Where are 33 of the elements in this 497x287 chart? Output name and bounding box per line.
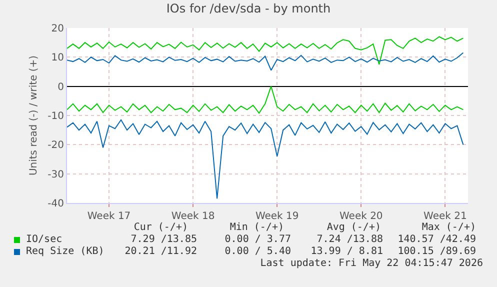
y-tick-label: 20 <box>51 24 64 34</box>
y-tick-label: 10 <box>51 52 64 64</box>
chart-title: IOs for /dev/sda - by month <box>166 2 331 16</box>
line-series <box>67 36 464 65</box>
line-series <box>67 52 464 71</box>
y-tick-label: -20 <box>48 140 64 152</box>
text: Max (-/+) <box>422 222 476 234</box>
text: 20.21 /11.92 <box>124 246 197 258</box>
x-tick-label: Week 21 <box>424 211 467 222</box>
text: 0.00 / 3.77 <box>224 234 291 246</box>
y-tick-label: 0 <box>58 82 64 93</box>
text: 140.57 /42.49 <box>398 234 476 246</box>
x-tick-label: Week 17 <box>87 211 131 222</box>
text: 13.99 / 8.81 <box>310 246 383 258</box>
x-tick-label: Week 18 <box>171 211 215 222</box>
text: Min (-/+) <box>230 222 284 234</box>
legend-label: IO/sec <box>26 234 62 246</box>
text: 7.24 /13.88 <box>316 234 383 246</box>
line-series <box>67 119 464 200</box>
text: Avg (-/+) <box>326 222 381 234</box>
y-tick-label: -10 <box>48 111 64 122</box>
x-tick-label: Week 19 <box>255 211 299 222</box>
legend-label: Req Size (KB) <box>26 246 104 258</box>
y-axis-title: Units read (-) / write (+) <box>28 55 40 176</box>
text: 0.00 / 5.40 <box>224 246 291 258</box>
line-series <box>67 86 464 114</box>
text: Cur (-/+) <box>134 222 188 234</box>
y-tick-label: -40 <box>48 198 64 210</box>
text: Last update: Fri May 22 04:15:47 2026 <box>260 258 483 270</box>
text: 7.29 /13.85 <box>130 234 197 246</box>
x-tick-label: Week 20 <box>339 211 383 222</box>
text: 100.15 /89.69 <box>398 246 476 258</box>
y-tick-label: -30 <box>48 169 64 180</box>
